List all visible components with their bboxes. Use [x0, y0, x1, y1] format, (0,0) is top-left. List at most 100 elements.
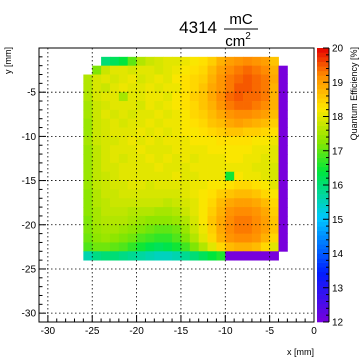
heatmap-cell — [154, 127, 164, 137]
heatmap-cell — [154, 92, 164, 102]
heatmap-cell — [207, 65, 217, 75]
heatmap-cell — [225, 109, 235, 120]
color-scale-step — [317, 221, 329, 227]
heatmap-cell — [225, 207, 235, 217]
heatmap-cell — [278, 162, 288, 173]
heatmap-cell — [251, 109, 262, 120]
heatmap-cell — [101, 127, 111, 137]
heatmap-cell — [83, 118, 93, 128]
heatmap-cell — [225, 198, 235, 208]
heatmap-cell — [243, 154, 253, 164]
heatmap-cell — [189, 65, 200, 75]
heatmap-cell — [207, 83, 217, 93]
heatmap-cell — [145, 215, 155, 226]
heatmap-cell — [127, 154, 137, 164]
heatmap-cell — [109, 154, 120, 164]
heatmap-cell — [243, 198, 253, 208]
heatmap-cell — [189, 74, 200, 84]
x-tick-label: -30 — [41, 326, 56, 337]
heatmap-cell — [145, 127, 155, 137]
heatmap-cell — [83, 224, 93, 235]
heatmap-cell — [216, 224, 226, 235]
heatmap-cell — [101, 65, 111, 75]
heatmap-cell — [278, 215, 288, 226]
heatmap-cell — [198, 118, 208, 128]
heatmap-cell — [269, 215, 279, 226]
color-scale-step — [317, 111, 329, 117]
heatmap-cell — [92, 118, 102, 128]
heatmap-cell — [269, 189, 279, 199]
color-scale-step — [317, 102, 329, 108]
color-scale-step — [317, 93, 329, 99]
heatmap-cell — [216, 136, 226, 146]
heatmap-cell — [172, 56, 182, 67]
heatmap-cell — [216, 207, 226, 217]
heatmap-cell — [198, 136, 208, 146]
heatmap-cell — [260, 92, 271, 102]
heatmap-cell — [278, 74, 288, 84]
heatmap-cell — [189, 189, 200, 199]
heatmap-cell — [163, 162, 173, 173]
heatmap-cell — [251, 145, 262, 155]
heatmap-cell — [216, 118, 226, 128]
color-scale-step — [317, 166, 329, 172]
heatmap-cell — [207, 56, 217, 67]
heatmap-cell — [109, 74, 120, 84]
color-scale-step — [317, 317, 329, 323]
x-tick-label: -10 — [218, 326, 233, 337]
heatmap-cell — [234, 145, 244, 155]
heatmap-cell — [243, 162, 253, 173]
heatmap-cell — [172, 83, 182, 93]
heatmap-cell — [118, 162, 129, 173]
heatmap-cell — [207, 233, 217, 243]
heatmap-cell — [216, 180, 226, 190]
heatmap-cell — [180, 242, 191, 252]
heatmap-cell — [225, 251, 235, 261]
heatmap-cell — [145, 74, 155, 84]
heatmap-cell — [243, 251, 253, 261]
heatmap-cell — [251, 242, 262, 252]
heatmap-cell — [269, 118, 279, 128]
heatmap-cell — [278, 224, 288, 235]
heatmap-cell — [154, 180, 164, 190]
heatmap-cell — [207, 101, 217, 111]
heatmap-cell — [243, 233, 253, 243]
heatmap-cell — [145, 83, 155, 93]
heatmap-cell — [92, 154, 102, 164]
heatmap-cell — [109, 251, 120, 261]
heatmap-cell — [269, 154, 279, 164]
heatmap-cell — [101, 56, 111, 67]
color-scale-step — [317, 235, 329, 241]
color-scale-step — [317, 290, 329, 295]
color-scale-step — [317, 267, 329, 273]
heatmap-cell — [234, 171, 244, 181]
plot-frame — [38, 47, 315, 323]
heatmap-cell — [234, 162, 244, 173]
heatmap-cell — [189, 180, 200, 190]
heatmap-cell — [189, 109, 200, 120]
heatmap-cell — [278, 145, 288, 155]
heatmap-cell — [101, 162, 111, 173]
heatmap-cell — [136, 251, 146, 261]
heatmap-cell — [278, 83, 288, 93]
heatmap-cell — [198, 198, 208, 208]
heatmap-cell — [145, 171, 155, 181]
heatmap-cell — [260, 242, 271, 252]
heatmap-cell — [154, 242, 164, 252]
heatmap-cell — [189, 101, 200, 111]
heatmap-cell — [101, 180, 111, 190]
heatmap-cell — [118, 74, 129, 84]
heatmap-cell — [172, 224, 182, 235]
heatmap-cell — [154, 198, 164, 208]
heatmap-cell — [163, 171, 173, 181]
heatmap-cell — [269, 74, 279, 84]
heatmap-cell — [136, 83, 146, 93]
heatmap-cell — [180, 224, 191, 235]
heatmap-cell — [163, 180, 173, 190]
heatmap-cell — [118, 109, 129, 120]
color-scale-step — [317, 253, 329, 259]
heatmap-cell — [189, 242, 200, 252]
color-scale-tick-label: 13 — [332, 283, 344, 294]
heatmap-cell — [163, 233, 173, 243]
heatmap-cell — [225, 145, 235, 155]
